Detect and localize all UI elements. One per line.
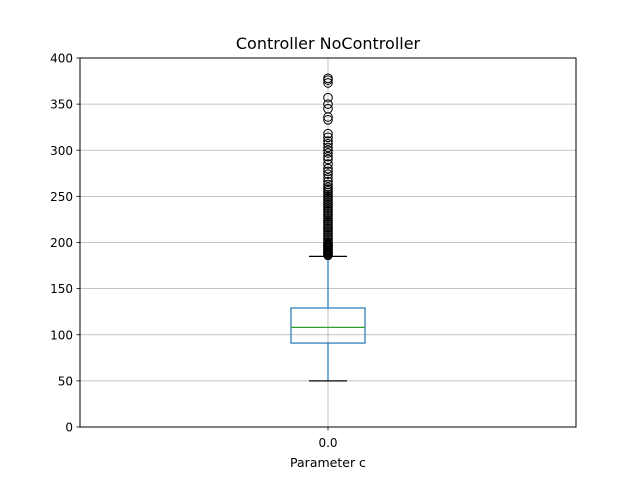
outlier-point bbox=[323, 115, 333, 125]
y-tick-label: 100 bbox=[50, 328, 73, 342]
iqr-box bbox=[290, 307, 366, 344]
outlier-point bbox=[323, 179, 333, 190]
y-tick-label: 200 bbox=[50, 236, 73, 250]
outlier-point bbox=[323, 151, 333, 162]
outlier-point bbox=[323, 163, 333, 174]
outlier-point bbox=[323, 173, 333, 183]
y-tick-label: 50 bbox=[58, 374, 73, 388]
outlier-point bbox=[323, 136, 333, 146]
y-tick-label: 250 bbox=[50, 190, 73, 204]
outlier-point bbox=[323, 78, 333, 88]
outlier-point bbox=[323, 166, 333, 177]
outlier-point bbox=[323, 182, 333, 192]
y-tick-label: 0 bbox=[65, 421, 73, 435]
outlier-point bbox=[323, 169, 333, 180]
outlier-point bbox=[323, 138, 333, 149]
outlier-point bbox=[323, 99, 333, 109]
outlier-point bbox=[323, 159, 333, 169]
x-tick-label: 0.0 bbox=[318, 436, 337, 450]
y-tick-label: 300 bbox=[50, 144, 73, 158]
outlier-point bbox=[323, 176, 333, 187]
y-tick-label: 350 bbox=[50, 98, 73, 112]
outlier-point bbox=[323, 103, 333, 114]
y-tick-label: 400 bbox=[50, 52, 73, 66]
outlier-point bbox=[323, 154, 333, 165]
box-series bbox=[290, 73, 366, 382]
box-0.0 bbox=[290, 73, 366, 382]
outlier-point bbox=[323, 132, 333, 143]
y-tick-label: 150 bbox=[50, 282, 73, 296]
outlier-point bbox=[323, 148, 333, 158]
outlier-point bbox=[323, 92, 333, 103]
outlier-point bbox=[323, 73, 333, 84]
outlier-point bbox=[323, 142, 333, 153]
chart-title: Controller NoController bbox=[236, 34, 421, 53]
x-axis-label: Parameter c bbox=[290, 455, 366, 470]
axes: 0 50 100 150 200 250 300 350 400 0.0 bbox=[50, 52, 337, 451]
outlier-point bbox=[323, 128, 333, 139]
outlier-point bbox=[323, 145, 333, 156]
